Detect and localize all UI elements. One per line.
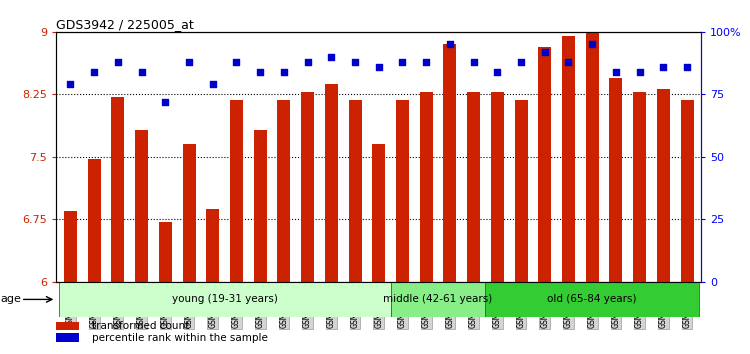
Text: percentile rank within the sample: percentile rank within the sample <box>92 333 268 343</box>
Bar <box>135 130 148 282</box>
Point <box>681 64 693 70</box>
Point <box>88 69 101 75</box>
Bar <box>538 47 551 282</box>
Point <box>64 81 76 87</box>
Bar <box>64 211 77 282</box>
Point <box>159 99 171 105</box>
Point <box>254 69 266 75</box>
Point <box>444 41 456 47</box>
Bar <box>349 100 361 282</box>
Bar <box>514 100 527 282</box>
Point <box>634 69 646 75</box>
Point <box>657 64 669 70</box>
Point <box>538 49 550 55</box>
Point <box>467 59 479 65</box>
Point <box>349 59 361 65</box>
Bar <box>230 100 243 282</box>
Point <box>397 59 409 65</box>
Bar <box>391 282 485 317</box>
Point <box>373 64 385 70</box>
Bar <box>56 322 79 330</box>
Text: transformed count: transformed count <box>92 321 189 331</box>
Bar <box>112 97 125 282</box>
Bar <box>278 100 290 282</box>
Bar <box>490 92 504 282</box>
Bar <box>325 84 338 282</box>
Bar <box>562 36 575 282</box>
Point <box>491 69 503 75</box>
Bar <box>420 92 433 282</box>
Point <box>326 54 338 60</box>
Bar <box>58 282 391 317</box>
Point <box>112 59 124 65</box>
Text: middle (42-61 years): middle (42-61 years) <box>383 295 493 304</box>
Point <box>562 59 574 65</box>
Bar <box>680 100 694 282</box>
Point <box>302 59 313 65</box>
Text: age: age <box>0 295 21 304</box>
Bar <box>301 92 314 282</box>
Bar <box>159 222 172 282</box>
Bar <box>254 130 267 282</box>
Bar <box>609 78 622 282</box>
Bar <box>657 88 670 282</box>
Point <box>610 69 622 75</box>
Point <box>136 69 148 75</box>
Text: old (65-84 years): old (65-84 years) <box>548 295 637 304</box>
Bar <box>485 282 699 317</box>
Point <box>586 41 598 47</box>
Bar <box>586 32 598 282</box>
Bar <box>467 92 480 282</box>
Point <box>230 59 242 65</box>
Bar <box>633 92 646 282</box>
Bar <box>443 44 457 282</box>
Bar <box>88 159 100 282</box>
Point <box>515 59 527 65</box>
Text: young (19-31 years): young (19-31 years) <box>172 295 278 304</box>
Bar <box>396 100 409 282</box>
Bar <box>182 144 196 282</box>
Bar <box>56 333 79 342</box>
Bar <box>372 144 386 282</box>
Point <box>278 69 290 75</box>
Bar <box>206 210 219 282</box>
Point <box>183 59 195 65</box>
Point <box>420 59 432 65</box>
Point <box>207 81 219 87</box>
Text: GDS3942 / 225005_at: GDS3942 / 225005_at <box>56 18 194 31</box>
